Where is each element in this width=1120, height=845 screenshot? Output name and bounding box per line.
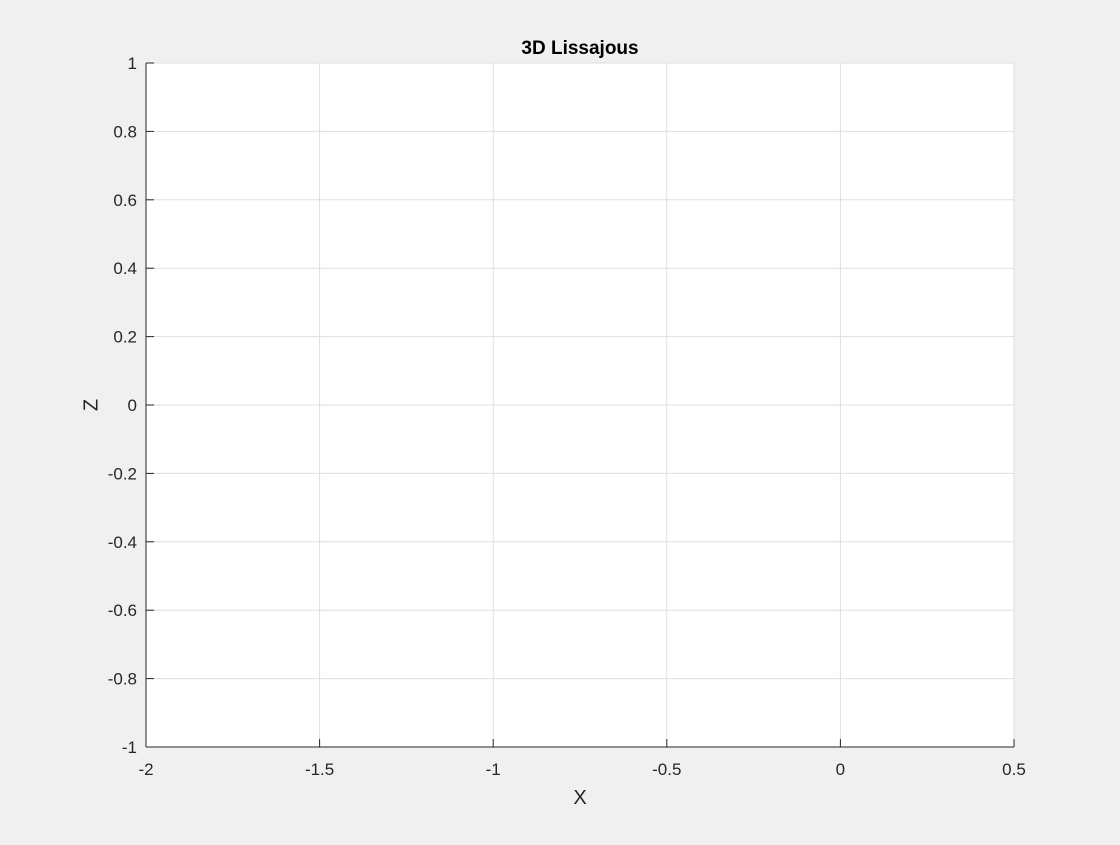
y-tick-label: -0.6	[108, 601, 137, 620]
x-axis-label: X	[573, 787, 586, 809]
ticks	[145, 62, 1015, 748]
y-tick-label: 0.2	[113, 328, 137, 347]
x-tick-label: -1	[486, 760, 501, 779]
y-tick-label: 0.6	[113, 191, 137, 210]
y-tick-label: -0.8	[108, 670, 137, 689]
x-tick-label: -0.5	[652, 760, 681, 779]
y-axis-label: Z	[80, 399, 102, 411]
chart-title: 3D Lissajous	[521, 38, 638, 59]
y-tick-label: -1	[122, 738, 137, 757]
x-tick-label: -2	[138, 760, 153, 779]
y-tick-label: 1	[128, 54, 137, 73]
x-tick-label: 0	[836, 760, 845, 779]
y-tick-label: 0	[128, 396, 137, 415]
x-tick-label: 0.5	[1002, 760, 1026, 779]
y-tick-label: -0.2	[108, 464, 137, 483]
tick-labels: -2 -1.5 -1 -0.5 0 0.5 -1 -0.8 -0.6 -0.4 -0.2 0 0.2 0.…	[108, 54, 1026, 779]
x-tick-label: -1.5	[305, 760, 334, 779]
grid	[145, 62, 1015, 748]
y-tick-label: -0.4	[108, 533, 137, 552]
y-tick-label: 0.8	[113, 122, 137, 141]
y-tick-label: 0.4	[113, 259, 137, 278]
